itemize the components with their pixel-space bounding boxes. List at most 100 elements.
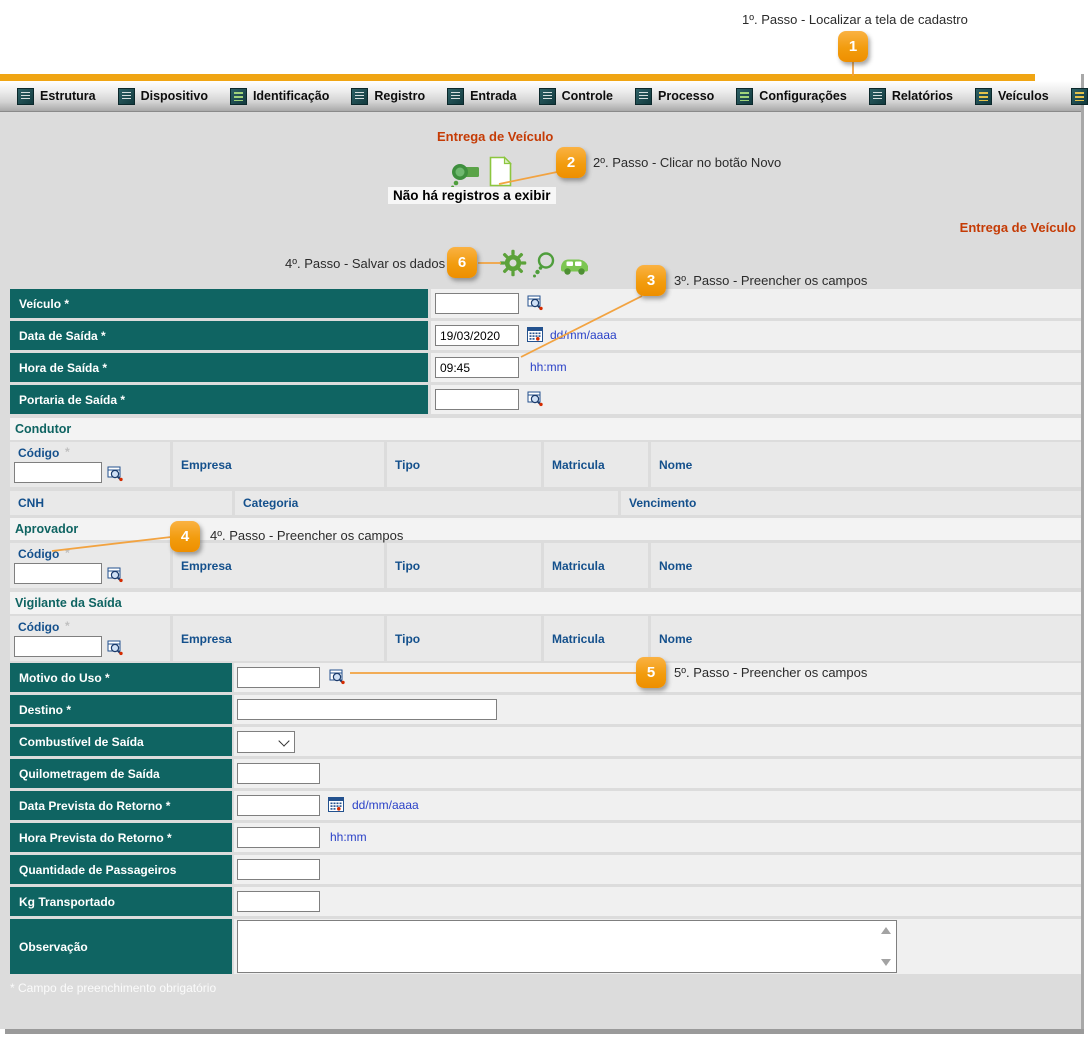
condutor-codigo-lookup-icon[interactable] bbox=[107, 465, 124, 482]
kg-transportado-input[interactable] bbox=[237, 891, 320, 912]
vigilante-nome-cell: Nome bbox=[651, 616, 1081, 661]
settings-icon bbox=[736, 87, 754, 105]
condutor-codigo-cell: Código * bbox=[10, 442, 170, 487]
search-icon[interactable] bbox=[531, 251, 557, 278]
data-prevista-retorno-format-hint: dd/mm/aaaa bbox=[352, 798, 419, 812]
step5-text: 5º. Passo - Preencher os campos bbox=[674, 665, 868, 680]
scroll-down-icon[interactable] bbox=[881, 959, 891, 966]
motivo-uso-lookup-icon[interactable] bbox=[329, 668, 346, 685]
condutor-cnh-row: CNH Categoria Vencimento bbox=[10, 491, 1081, 515]
vigilante-empresa-cell: Empresa bbox=[173, 616, 384, 661]
destino-label: Destino * bbox=[10, 695, 232, 724]
portaria-saida-label: Portaria de Saída * bbox=[10, 385, 428, 414]
kg-transportado-label: Kg Transportado bbox=[10, 887, 232, 916]
hora-saida-input[interactable] bbox=[435, 357, 519, 378]
step4-text: 4º. Passo - Preencher os campos bbox=[210, 528, 404, 543]
data-prevista-retorno-input[interactable] bbox=[237, 795, 320, 816]
quilometragem-saida-label: Quilometragem de Saída bbox=[10, 759, 232, 788]
data-prevista-retorno-label: Data Prevista do Retorno * bbox=[10, 791, 232, 820]
aprovador-codigo-lookup-icon[interactable] bbox=[107, 566, 124, 583]
data-prevista-retorno-row bbox=[234, 791, 1081, 820]
kg-transportado-row bbox=[234, 887, 1081, 916]
aprovador-row: Código * Empresa Tipo Matricula Nome bbox=[10, 543, 1081, 588]
vigilante-row: Código * Empresa Tipo Matricula Nome bbox=[10, 616, 1081, 661]
motivo-uso-label: Motivo do Uso * bbox=[10, 663, 232, 692]
menu-item-controle[interactable]: Controle bbox=[528, 81, 624, 111]
required-fields-note: * Campo de preenchimento obrigatório bbox=[10, 981, 217, 995]
data-saida-calendar-icon[interactable] bbox=[527, 327, 544, 343]
portaria-saida-input[interactable] bbox=[435, 389, 519, 410]
condutor-row: Código * Empresa Tipo Matricula Nome bbox=[10, 442, 1081, 487]
qtd-passageiros-row bbox=[234, 855, 1081, 884]
menu-item-entrada[interactable]: Entrada bbox=[436, 81, 528, 111]
aprovador-empresa-cell: Empresa bbox=[173, 543, 384, 588]
hora-prevista-retorno-label: Hora Prevista do Retorno * bbox=[10, 823, 232, 852]
combustivel-saida-label: Combustível de Saída bbox=[10, 727, 232, 756]
step5-badge: 5 bbox=[636, 657, 666, 688]
aprovador-codigo-input[interactable] bbox=[14, 563, 102, 584]
step2-badge: 2 bbox=[556, 147, 586, 178]
step6-badge: 6 bbox=[447, 247, 477, 278]
window-bottom-edge bbox=[5, 1029, 1084, 1034]
hora-prevista-retorno-input[interactable] bbox=[237, 827, 320, 848]
quilometragem-saida-row bbox=[234, 759, 1081, 788]
grid-title: Entrega de Veículo bbox=[437, 129, 554, 144]
aprovador-nome-cell: Nome bbox=[651, 543, 1081, 588]
hora-prevista-retorno-row bbox=[234, 823, 1081, 852]
aprovador-codigo-cell: Código * bbox=[10, 543, 170, 588]
condutor-nome-cell: Nome bbox=[651, 442, 1081, 487]
condutor-codigo-input[interactable] bbox=[14, 462, 102, 483]
condutor-tipo-cell: Tipo bbox=[387, 442, 541, 487]
data-saida-input[interactable] bbox=[435, 325, 519, 346]
data-prevista-retorno-calendar-icon[interactable] bbox=[328, 797, 345, 813]
new-record-icon[interactable] bbox=[489, 156, 512, 187]
condutor-empresa-cell: Empresa bbox=[173, 442, 384, 487]
vehicle-icon[interactable] bbox=[558, 255, 590, 276]
combustivel-saida-select[interactable] bbox=[237, 731, 295, 753]
veiculo-input[interactable] bbox=[435, 293, 519, 314]
vigilante-codigo-input[interactable] bbox=[14, 636, 102, 657]
motivo-uso-input[interactable] bbox=[237, 667, 320, 688]
vigilante-section-header: Vigilante da Saída bbox=[10, 592, 1081, 614]
aprovador-matricula-cell: Matricula bbox=[544, 543, 648, 588]
veiculo-label: Veículo * bbox=[10, 289, 428, 318]
window-right-edge bbox=[1081, 74, 1084, 1031]
hora-prevista-retorno-format-hint: hh:mm bbox=[330, 830, 367, 844]
menu-item-identificacao[interactable]: Identificação bbox=[219, 81, 340, 111]
combustivel-saida-row bbox=[234, 727, 1081, 756]
observacao-label: Observação bbox=[10, 919, 232, 974]
menu-item-ajuda[interactable]: Ajuda bbox=[1060, 81, 1092, 111]
qtd-passageiros-input[interactable] bbox=[237, 859, 320, 880]
menu-item-estrutura[interactable]: Estrutura bbox=[6, 81, 107, 111]
entry-icon bbox=[447, 87, 465, 105]
qtd-passageiros-label: Quantidade de Passageiros bbox=[10, 855, 232, 884]
hora-saida-row bbox=[431, 353, 1081, 382]
save-gear-icon[interactable] bbox=[499, 249, 527, 277]
help-icon bbox=[1070, 87, 1088, 105]
vigilante-codigo-lookup-icon[interactable] bbox=[107, 639, 124, 656]
menu-item-relatorios[interactable]: Relatórios bbox=[858, 81, 964, 111]
destino-input[interactable] bbox=[237, 699, 497, 720]
observacao-textarea-wrap bbox=[237, 920, 897, 973]
menu-item-veiculos[interactable]: Veículos bbox=[964, 81, 1060, 111]
veiculo-lookup-icon[interactable] bbox=[527, 294, 544, 311]
main-menubar: Estrutura Dispositivo Identificação Regi… bbox=[0, 81, 1088, 112]
reports-icon bbox=[868, 87, 886, 105]
menu-item-configuracoes[interactable]: Configurações bbox=[725, 81, 858, 111]
vehicles-icon bbox=[974, 87, 992, 105]
record-icon bbox=[351, 87, 369, 105]
cnh-cell: CNH bbox=[10, 491, 232, 515]
menu-item-registro[interactable]: Registro bbox=[340, 81, 436, 111]
menu-item-dispositivo[interactable]: Dispositivo bbox=[107, 81, 219, 111]
observacao-textarea[interactable] bbox=[238, 921, 896, 972]
scroll-up-icon[interactable] bbox=[881, 927, 891, 934]
identification-icon bbox=[229, 87, 247, 105]
form-title: Entrega de Veículo bbox=[959, 220, 1076, 235]
vigilante-tipo-cell: Tipo bbox=[387, 616, 541, 661]
aprovador-section-header: Aprovador bbox=[10, 518, 1081, 540]
portaria-saida-lookup-icon[interactable] bbox=[527, 390, 544, 407]
grid-search-icon[interactable] bbox=[449, 160, 487, 190]
quilometragem-saida-input[interactable] bbox=[237, 763, 320, 784]
menu-item-processo[interactable]: Processo bbox=[624, 81, 725, 111]
